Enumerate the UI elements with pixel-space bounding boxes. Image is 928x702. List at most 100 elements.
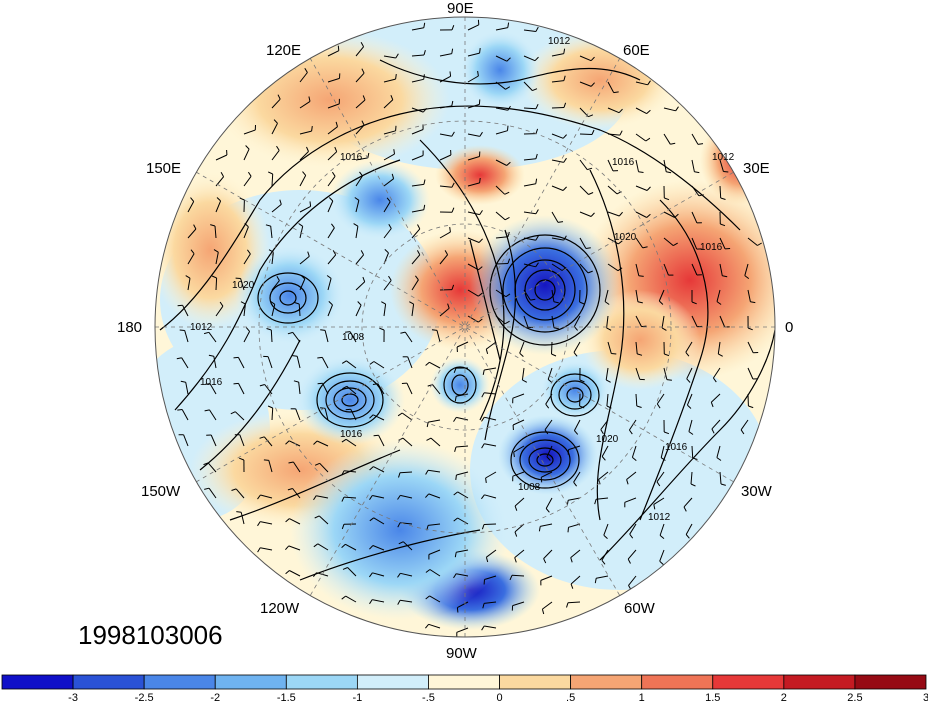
wind-barb	[544, 419, 553, 431]
wind-barb-feather	[454, 552, 457, 558]
wind-barb	[288, 545, 301, 551]
wind-barb	[317, 543, 329, 551]
wind-barb	[264, 384, 273, 395]
wind-barb	[568, 523, 581, 528]
wind-barb-feather	[637, 301, 643, 304]
wind-barb-feather	[230, 411, 236, 415]
wind-barb-feather	[354, 197, 360, 201]
wind-barb-feather	[426, 422, 429, 428]
wind-barb-feather	[570, 557, 573, 563]
wind-barb	[383, 130, 396, 135]
wind-barb	[298, 382, 301, 395]
wind-barb-feather	[304, 67, 308, 73]
wind-barb-feather	[540, 477, 543, 483]
wind-barb	[551, 53, 564, 57]
wind-barb	[663, 133, 671, 145]
wind-barb-feather	[545, 508, 550, 513]
wind-barb-feather	[744, 275, 750, 280]
wind-barb-feather	[538, 526, 541, 532]
wind-barb-feather	[690, 483, 696, 487]
wind-barb	[411, 129, 424, 135]
wind-barb-feather	[519, 352, 524, 357]
wind-barb	[691, 315, 698, 328]
wind-barb	[747, 289, 751, 302]
wind-barb-feather	[245, 145, 250, 150]
colorbar-tick-label: -.5	[422, 692, 435, 702]
wind-barb-feather	[204, 383, 211, 385]
wind-barb-feather	[267, 171, 273, 175]
wind-barb-feather	[604, 301, 610, 305]
contour-label: 1012	[190, 322, 213, 333]
wind-barb-feather	[397, 495, 401, 500]
wind-barb-feather	[563, 75, 566, 81]
wind-barb	[182, 305, 189, 317]
contour-label: 1008	[518, 482, 541, 493]
wind-barb	[495, 81, 506, 90]
wind-barb	[439, 185, 452, 188]
wind-barb-feather	[210, 224, 216, 227]
wind-barb-feather	[720, 197, 726, 200]
wind-barb	[551, 80, 564, 83]
wind-barb	[691, 237, 698, 250]
wind-barb-feather	[507, 22, 510, 28]
wind-barb	[299, 256, 310, 265]
wind-barb-feather	[386, 197, 391, 203]
wind-barb-feather	[573, 481, 577, 487]
wind-barb	[355, 72, 365, 83]
wind-barb-feather	[395, 74, 397, 80]
wind-barb-feather	[619, 130, 623, 136]
wind-barb	[607, 133, 620, 136]
wind-barb-feather	[292, 355, 298, 357]
wind-barb	[213, 356, 217, 369]
wind-barb	[402, 437, 413, 447]
wind-barb-feather	[257, 494, 261, 500]
wind-barb	[428, 419, 441, 423]
colorbar-tick-label: 1.5	[705, 692, 720, 702]
wind-barb-feather	[480, 494, 485, 500]
wind-barb-feather	[686, 378, 691, 383]
wind-barb	[467, 289, 479, 297]
timestamp-label: 1998103006	[78, 620, 223, 650]
wind-barb	[299, 205, 311, 213]
wind-barb-feather	[190, 197, 195, 202]
wind-barb	[710, 393, 721, 403]
wind-barb	[355, 254, 364, 265]
wind-barb-feather	[507, 231, 510, 237]
wind-barb	[372, 545, 385, 551]
wind-barb	[635, 237, 644, 249]
wind-barb	[624, 497, 637, 503]
wind-barb	[292, 332, 301, 343]
lon-label-90w: 90W	[446, 645, 477, 662]
wind-barb-feather	[449, 227, 451, 233]
wind-barb	[299, 226, 304, 239]
wind-barb-feather	[617, 267, 623, 272]
wind-barb	[299, 72, 308, 83]
wind-barb	[635, 315, 642, 327]
wind-barb-feather	[479, 131, 483, 137]
wind-barb	[271, 123, 278, 135]
wind-barb-feather	[422, 107, 427, 113]
wind-barb-feather	[390, 95, 394, 100]
wind-barb	[327, 254, 337, 265]
wind-barb	[327, 304, 333, 317]
wind-barb	[439, 254, 448, 265]
wind-barb	[299, 175, 307, 187]
wind-barb	[579, 133, 593, 135]
wind-barb	[484, 575, 497, 580]
wind-barb	[551, 133, 564, 139]
wind-barb	[659, 549, 665, 562]
wind-barb	[629, 523, 637, 535]
wind-barb	[430, 437, 441, 447]
wind-barb	[514, 497, 525, 507]
colorbar-swatch	[1, 674, 74, 690]
wind-barb	[243, 331, 251, 343]
wind-barb	[439, 53, 452, 57]
wind-barb	[607, 341, 612, 354]
wind-barb-feather	[203, 331, 210, 335]
wind-barb	[573, 471, 581, 483]
wind-barb-feather	[670, 142, 676, 145]
lon-label-30w: 30W	[741, 483, 772, 500]
wind-barb-feather	[562, 186, 567, 191]
wind-barb	[378, 435, 385, 447]
